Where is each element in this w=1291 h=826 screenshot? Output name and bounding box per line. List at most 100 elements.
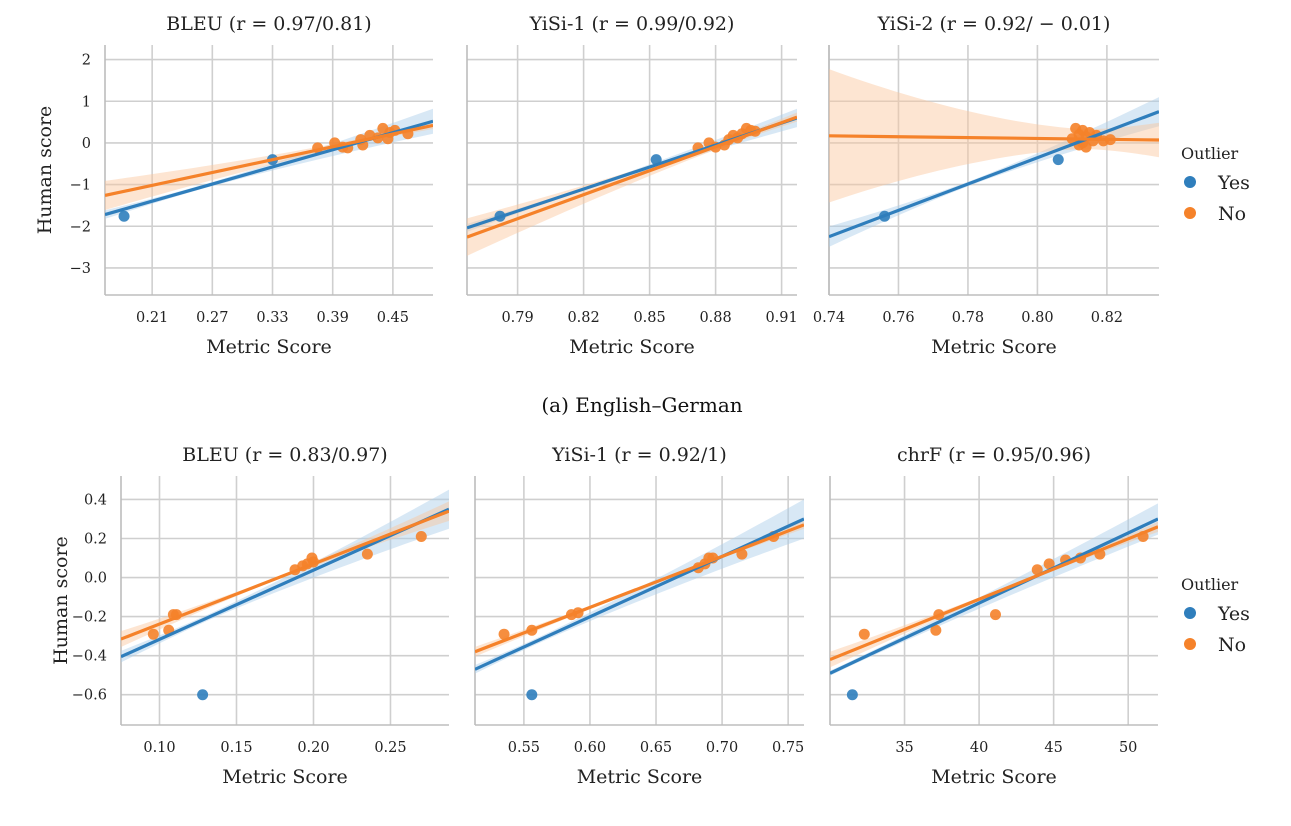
x-tick-label: 0.10: [143, 740, 175, 756]
plot-area: [829, 69, 1159, 247]
y-tick-label: 0: [82, 136, 91, 152]
point-yes: [1052, 154, 1064, 166]
fit-line-no: [467, 115, 797, 239]
legend-marker-no: [1184, 207, 1196, 219]
confidence-band-yes: [830, 503, 1158, 676]
fit-line-yes: [830, 517, 1158, 675]
chart-title: YiSi-1 (r = 0.99/0.92): [529, 13, 735, 35]
x-tick-label: 0.21: [136, 310, 168, 326]
x-tick-label: 0.82: [567, 310, 599, 326]
legend-title: Outlier: [1181, 144, 1239, 163]
fit-line-no: [829, 134, 1159, 142]
x-tick-label: 0.20: [297, 740, 329, 756]
x-tick-label: 0.55: [508, 740, 540, 756]
x-tick-label: 0.76: [882, 310, 914, 326]
x-tick-label: 0.15: [220, 740, 252, 756]
legend-entry-yes: Yes: [1217, 172, 1250, 194]
confidence-band-yes: [829, 97, 1159, 247]
y-tick-label: 1: [82, 94, 91, 110]
x-tick-label: 0.39: [317, 310, 349, 326]
y-tick-label: −0.2: [72, 610, 107, 626]
point-no: [930, 624, 942, 636]
point-no: [498, 628, 510, 640]
fit-line-yes: [829, 110, 1159, 239]
point-yes: [197, 689, 209, 701]
x-tick-label: 0.65: [640, 740, 672, 756]
gridlines: [105, 45, 433, 295]
panel-a-yisi2: YiSi-2 (r = 0.92/ − 0.01) 0.74 0.76 0.78 0.…: [813, 13, 1159, 358]
x-tick-label: 0.70: [706, 740, 738, 756]
y-tick-label: 2: [82, 53, 91, 69]
x-axis-label: Metric Score: [206, 336, 332, 358]
point-no: [415, 531, 427, 543]
y-tick-label: −0.6: [72, 688, 107, 704]
legend-entry-no: No: [1218, 203, 1246, 225]
gridlines: [121, 476, 449, 725]
point-no: [1031, 564, 1043, 576]
panel-a-bleu: BLEU (r = 0.97/0.81) 0.21 0.27 0.33 0.39 0.4…: [34, 13, 433, 358]
plot-area: [105, 108, 433, 222]
point-no: [989, 609, 1001, 621]
panel-a-yisi1: YiSi-1 (r = 0.99/0.92) 0.79 0.82 0.85 0.88 0…: [466, 13, 798, 358]
legend-marker-yes: [1184, 607, 1196, 619]
y-axis-label: Human score: [50, 536, 72, 665]
y-tick-label: −3: [70, 261, 91, 277]
panel-b-bleu: BLEU (r = 0.83/0.97) 0.10 0.15 0.20 0.25 0.4…: [50, 444, 449, 788]
plot-area: [121, 489, 449, 701]
x-tick-label: 0.27: [196, 310, 228, 326]
x-tick-label: 0.74: [813, 310, 845, 326]
y-axis-label: Human score: [34, 106, 56, 235]
x-tick-label: 50: [1119, 740, 1137, 756]
gridlines: [467, 45, 797, 295]
chart-title: BLEU (r = 0.97/0.81): [166, 13, 371, 35]
fit-line-no: [475, 523, 804, 654]
x-tick-label: 0.78: [952, 310, 984, 326]
plot-area: [475, 499, 804, 701]
x-axis-label: Metric Score: [577, 766, 703, 788]
x-axis-label: Metric Score: [222, 766, 348, 788]
point-no: [361, 548, 373, 560]
fit-line-yes: [475, 517, 804, 671]
point-no: [1043, 558, 1055, 570]
x-tick-label: 0.60: [574, 740, 606, 756]
confidence-band-no: [829, 69, 1159, 203]
panel-b-chrf: chrF (r = 0.95/0.96) 35 40 45 50 Metric Scor…: [829, 444, 1158, 788]
chart-title: YiSi-2 (r = 0.92/ − 0.01): [877, 13, 1111, 35]
x-tick-label: 0.85: [633, 310, 665, 326]
fit-line-no: [830, 525, 1158, 662]
point-no: [858, 628, 870, 640]
x-tick-label: 0.45: [377, 310, 409, 326]
panel-b-yisi1: YiSi-1 (r = 0.92/1) 0.55 0.60 0.65 0.70 0.75…: [474, 444, 804, 788]
chart-title: BLEU (r = 0.83/0.97): [182, 444, 387, 466]
y-tick-label: −2: [70, 219, 91, 235]
x-tick-label: 35: [895, 740, 913, 756]
x-tick-label: 0.82: [1091, 310, 1123, 326]
x-tick-label: 0.79: [501, 310, 533, 326]
x-axis-label: Metric Score: [931, 766, 1057, 788]
point-yes: [118, 210, 130, 222]
legend-entry-yes: Yes: [1217, 603, 1250, 625]
x-tick-label: 0.91: [765, 310, 797, 326]
fit-line-no: [121, 509, 449, 641]
y-tick-label: −0.4: [72, 649, 107, 665]
x-tick-label: 45: [1044, 740, 1062, 756]
x-tick-label: 0.75: [772, 740, 804, 756]
x-tick-label: 0.88: [699, 310, 731, 326]
point-yes: [526, 689, 538, 701]
y-tick-label: 0.2: [84, 531, 107, 547]
x-tick-label: 0.25: [374, 740, 406, 756]
point-no: [147, 628, 159, 640]
legend-title: Outlier: [1181, 575, 1239, 594]
caption-row-a: (a) English–German: [541, 393, 742, 417]
legend-bottom: Outlier Yes No: [1181, 575, 1250, 656]
y-tick-label: 0.0: [84, 571, 107, 587]
x-axis-label: Metric Score: [569, 336, 695, 358]
y-tick-label: −1: [70, 178, 91, 194]
legend-top: Outlier Yes No: [1181, 144, 1250, 225]
plot-area: [830, 503, 1158, 701]
x-axis-label: Metric Score: [931, 336, 1057, 358]
fit-line-no: [105, 123, 433, 197]
plot-area: [467, 108, 797, 256]
legend-marker-no: [1184, 638, 1196, 650]
